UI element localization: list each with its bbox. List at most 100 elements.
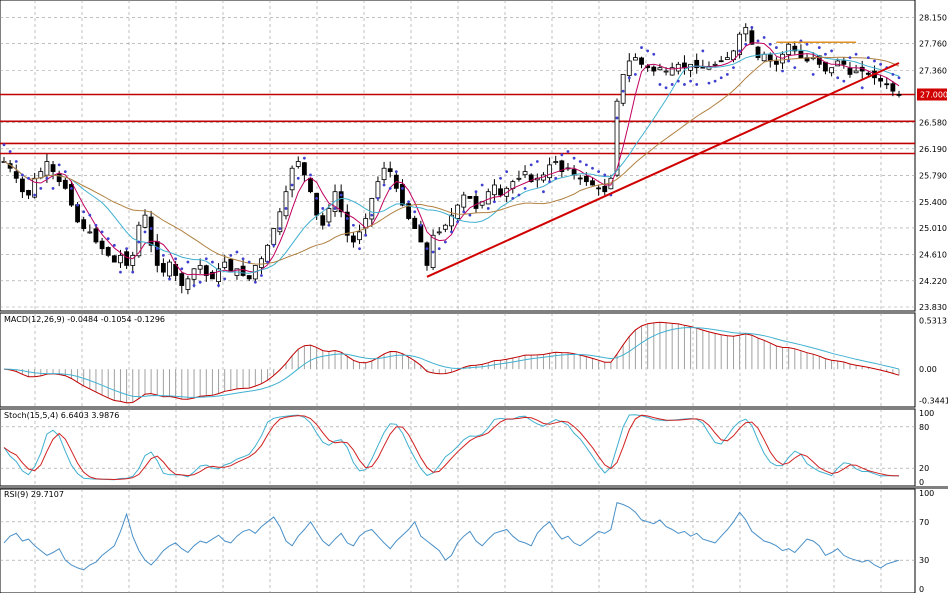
parabolic-sar-dot — [774, 46, 778, 49]
candle-body — [283, 191, 289, 217]
parabolic-sar-dot — [683, 83, 686, 86]
parabolic-sar-dot — [529, 163, 533, 167]
candle-body — [718, 60, 724, 63]
rsi-label: RSI(9) 29.7107 — [4, 490, 64, 499]
parabolic-sar-dot — [100, 230, 104, 234]
candle-body — [473, 196, 479, 209]
candle-body — [657, 67, 663, 71]
current-price-label: 27.000 — [920, 90, 948, 99]
macd-tick-label: 0.5313 — [919, 317, 947, 326]
parabolic-sar-dot — [456, 220, 460, 224]
parabolic-sar-dot — [180, 267, 184, 271]
price-tick-label: 27.760 — [919, 40, 947, 49]
price-tick-label: 27.360 — [919, 66, 947, 75]
candle-body — [516, 177, 522, 180]
parabolic-sar-dot — [443, 240, 447, 244]
parabolic-sar-dot — [548, 180, 551, 184]
candle-body — [461, 194, 467, 208]
candle-body — [87, 231, 93, 234]
candle-body — [154, 241, 160, 266]
candle-body — [449, 214, 454, 227]
price-panel: 28.150 27.760 27.360 27.000 26.580 26.190 25.7… — [0, 0, 948, 312]
parabolic-sar-dot — [474, 190, 478, 194]
parabolic-sar-dot — [296, 176, 300, 180]
candle-body — [314, 192, 320, 216]
parabolic-sar-dot — [70, 186, 73, 190]
candle-body — [651, 66, 657, 72]
parabolic-sar-dot — [247, 260, 251, 264]
parabolic-sar-dot — [750, 26, 754, 29]
parabolic-sar-dot — [646, 49, 650, 53]
candle-body — [853, 70, 859, 74]
candle-body — [62, 179, 68, 189]
candle-body — [749, 30, 755, 45]
parabolic-sar-dot — [45, 176, 49, 180]
parabolic-sar-dot — [462, 210, 466, 214]
candle-body — [222, 261, 228, 268]
parabolic-sar-dot — [842, 79, 846, 83]
parabolic-sar-dot — [866, 56, 870, 60]
candle-body — [485, 191, 491, 205]
candle-body — [559, 160, 565, 172]
candle-body — [675, 63, 681, 72]
candle-body — [32, 177, 38, 198]
parabolic-sar-dot — [873, 59, 876, 63]
candle-body — [743, 27, 749, 35]
candle-body — [99, 240, 105, 250]
candle-body — [295, 161, 301, 167]
stoch-tick-label: 100 — [919, 409, 934, 418]
stoch-tick-label: 80 — [919, 423, 929, 432]
rsi-tick-label: 30 — [919, 556, 929, 565]
parabolic-sar-dot — [51, 186, 55, 190]
parabolic-sar-dot — [229, 253, 233, 257]
candle-body — [639, 57, 644, 65]
candle-body — [835, 60, 841, 67]
parabolic-sar-dot — [290, 183, 294, 187]
parabolic-sar-dot — [480, 183, 484, 187]
stoch-tick-label: 20 — [919, 464, 929, 473]
candle-body — [755, 46, 761, 59]
parabolic-sar-dot — [689, 79, 692, 83]
parabolic-sar-dot — [848, 56, 852, 60]
parabolic-sar-dot — [8, 150, 12, 153]
candle-body — [773, 60, 779, 65]
candle-body — [724, 57, 730, 60]
moving-average-mid — [3, 49, 900, 274]
parabolic-sar-dot — [204, 257, 208, 261]
parabolic-sar-dot — [493, 200, 496, 204]
price-tick-label: 25.790 — [919, 172, 947, 181]
candle-body — [442, 224, 448, 230]
candle-body — [26, 190, 31, 196]
macd-tick-label: -0.3441 — [919, 397, 948, 406]
parabolic-sar-dot — [517, 193, 521, 197]
parabolic-sar-dot — [253, 280, 257, 284]
candle-body — [13, 171, 19, 179]
parabolic-sar-dot — [27, 176, 30, 180]
candle-body — [50, 164, 56, 172]
parabolic-sar-dot — [272, 243, 276, 247]
candle-body — [583, 175, 589, 183]
candle-body — [216, 268, 221, 283]
candle-body — [884, 83, 890, 86]
parabolic-sar-dot — [634, 72, 637, 76]
candle-body — [418, 224, 424, 243]
rsi-tick-label: 100 — [919, 489, 934, 498]
price-tick-label: 25.400 — [919, 198, 947, 207]
parabolic-sar-dot — [676, 79, 680, 83]
parabolic-sar-dot — [20, 173, 24, 177]
parabolic-sar-dot — [63, 170, 67, 173]
parabolic-sar-dot — [413, 210, 417, 214]
candle-body — [436, 231, 442, 234]
candle-body — [786, 43, 792, 55]
parabolic-sar-dot — [309, 173, 312, 177]
candle-body — [19, 178, 25, 193]
candle-body — [669, 67, 675, 76]
candle-body — [878, 78, 884, 82]
parabolic-sar-dot — [523, 186, 527, 190]
candle-body — [56, 173, 62, 183]
macd-line — [3, 321, 900, 404]
candle-body — [246, 275, 252, 280]
parabolic-sar-dot — [615, 116, 619, 120]
candle-body — [596, 187, 602, 190]
candle-body — [865, 72, 871, 75]
